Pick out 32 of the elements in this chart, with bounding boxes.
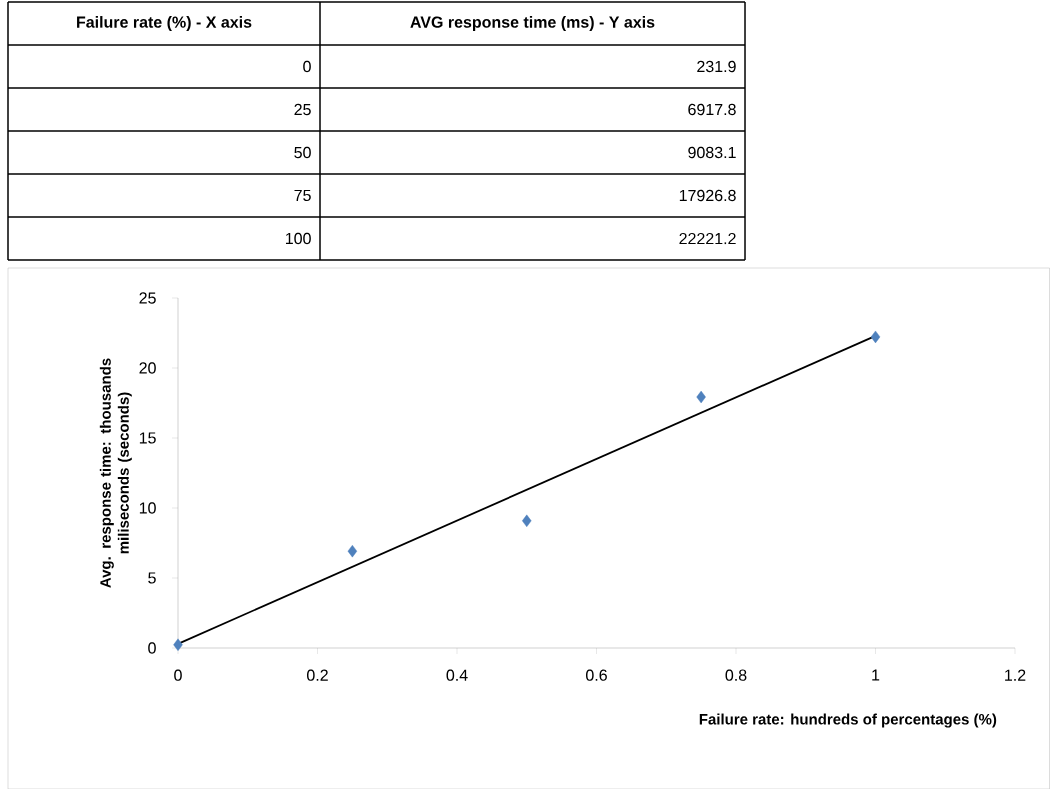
- text: 0: [303, 60, 311, 73]
- x-tick-label: 1: [872, 669, 880, 681]
- text: 100: [285, 232, 311, 245]
- text: 231.9: [697, 60, 736, 73]
- x-tick-label: 0: [174, 669, 182, 681]
- text: 75: [294, 189, 311, 202]
- y-tick-label: 0: [148, 642, 156, 654]
- text: 25: [294, 103, 311, 116]
- point: [870, 330, 881, 344]
- text: 9083.1: [688, 146, 736, 159]
- y-tick-label: 15: [139, 432, 156, 444]
- x-tick-label: 0.8: [725, 669, 747, 681]
- text: 17926.8: [679, 189, 736, 202]
- x-tick-label: 0.2: [307, 669, 328, 681]
- x-tick-label: 0.4: [446, 669, 468, 681]
- text: 50: [294, 146, 311, 159]
- y-tick-label: 10: [139, 502, 156, 514]
- y-tick-label: 5: [148, 572, 156, 584]
- x-tick-label: 0.6: [586, 669, 607, 681]
- y-tick-label: 20: [139, 362, 156, 374]
- text: 6917.8: [688, 103, 736, 116]
- y-axis-title: Avg. response time: thousands miliseconds (seconds): [99, 358, 132, 588]
- x-axis-title: Failure rate: hundreds of percentages (%): [699, 713, 997, 728]
- text: AVG response time (ms) - Y axis: [410, 16, 655, 31]
- point: [522, 514, 532, 528]
- point: [696, 390, 706, 404]
- point: [173, 638, 183, 651]
- y-tick-label: 25: [139, 292, 156, 304]
- x-tick-label: 1.2: [1005, 669, 1026, 681]
- point: [347, 544, 358, 558]
- text: Failure rate (%) - X axis: [77, 16, 252, 31]
- text: 22221.2: [679, 232, 736, 245]
